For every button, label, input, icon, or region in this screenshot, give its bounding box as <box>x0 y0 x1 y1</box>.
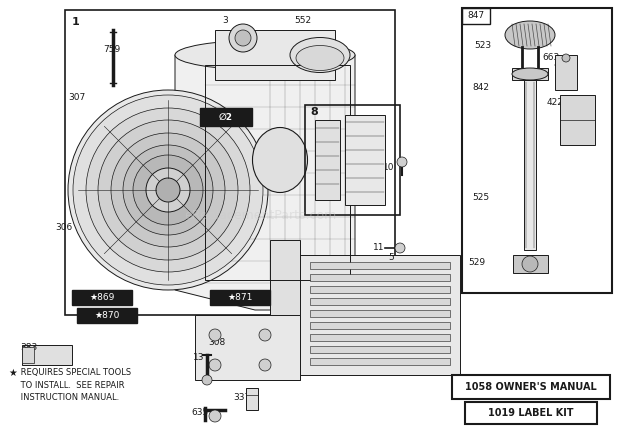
Ellipse shape <box>512 68 548 80</box>
Bar <box>22 347 34 363</box>
Text: 635: 635 <box>191 408 208 417</box>
Circle shape <box>68 90 268 290</box>
Text: 1019 LABEL KIT: 1019 LABEL KIT <box>489 408 574 418</box>
Text: 11: 11 <box>373 243 384 252</box>
Bar <box>295 255 460 375</box>
Bar <box>310 286 450 293</box>
Circle shape <box>156 178 180 202</box>
Bar <box>462 8 490 24</box>
Bar <box>462 8 612 293</box>
Bar <box>465 402 597 424</box>
Circle shape <box>209 329 221 341</box>
Text: REQUIRES SPECIAL TOOLS
 TO INSTALL.  SEE REPAIR
 INSTRUCTION MANUAL.: REQUIRES SPECIAL TOOLS TO INSTALL. SEE R… <box>18 368 131 402</box>
Text: ★869: ★869 <box>89 293 115 302</box>
Text: 308: 308 <box>208 338 225 347</box>
Text: eReplacementParts.com: eReplacementParts.com <box>184 208 336 221</box>
Circle shape <box>73 95 263 285</box>
Text: ★: ★ <box>8 368 17 378</box>
Text: 9: 9 <box>317 153 323 162</box>
Bar <box>512 68 548 80</box>
Circle shape <box>259 329 271 341</box>
Circle shape <box>98 120 238 260</box>
Text: 1058 OWNER'S MANUAL: 1058 OWNER'S MANUAL <box>465 382 597 392</box>
Bar <box>72 290 132 305</box>
Text: 306: 306 <box>55 223 73 232</box>
Text: 1: 1 <box>72 17 80 27</box>
Bar <box>345 115 385 205</box>
Text: 523: 523 <box>474 41 491 50</box>
Text: 13: 13 <box>193 353 205 362</box>
Bar <box>270 240 300 380</box>
Text: 337: 337 <box>233 393 250 402</box>
Text: 383: 383 <box>20 343 37 352</box>
Bar <box>560 95 595 145</box>
Circle shape <box>86 108 250 272</box>
Bar <box>310 358 450 365</box>
Bar <box>524 80 536 250</box>
Text: 759: 759 <box>103 45 120 54</box>
Bar <box>65 10 395 315</box>
Bar <box>310 322 450 329</box>
Circle shape <box>235 30 251 46</box>
Ellipse shape <box>252 127 308 193</box>
Ellipse shape <box>296 45 344 70</box>
Circle shape <box>229 24 257 52</box>
Text: 8: 8 <box>310 107 317 117</box>
Bar <box>77 308 137 323</box>
Bar <box>310 310 450 317</box>
Bar <box>200 108 252 126</box>
Text: 3: 3 <box>222 16 228 25</box>
Text: 842: 842 <box>472 83 489 92</box>
Circle shape <box>522 256 538 272</box>
Bar <box>195 315 300 380</box>
Text: ★871: ★871 <box>228 293 253 302</box>
Circle shape <box>395 243 405 253</box>
Bar <box>555 55 577 90</box>
Bar <box>310 262 450 269</box>
Bar <box>452 375 610 399</box>
Bar <box>205 65 350 280</box>
Ellipse shape <box>505 21 555 49</box>
Bar <box>215 30 335 80</box>
Text: 529: 529 <box>468 258 485 267</box>
Bar <box>310 334 450 341</box>
Polygon shape <box>175 55 355 310</box>
Circle shape <box>202 375 212 385</box>
Ellipse shape <box>290 37 350 73</box>
Text: 422: 422 <box>547 98 564 107</box>
Bar <box>310 298 450 305</box>
Text: ★870: ★870 <box>94 311 120 320</box>
Circle shape <box>209 410 221 422</box>
Text: 5: 5 <box>388 253 394 262</box>
Circle shape <box>562 54 570 62</box>
Circle shape <box>209 359 221 371</box>
Circle shape <box>146 168 190 212</box>
Text: 552: 552 <box>294 16 311 25</box>
Bar <box>513 255 548 273</box>
Text: ∅2: ∅2 <box>219 112 233 121</box>
Bar <box>22 345 72 365</box>
Text: 525: 525 <box>472 193 489 202</box>
Text: 663: 663 <box>542 53 559 62</box>
Text: 10: 10 <box>383 163 394 172</box>
Bar <box>305 105 400 215</box>
Bar <box>310 346 450 353</box>
Ellipse shape <box>175 40 355 70</box>
Bar <box>310 274 450 281</box>
Text: 307: 307 <box>68 93 86 102</box>
Circle shape <box>111 133 225 247</box>
Bar <box>246 388 258 410</box>
Bar <box>315 120 340 200</box>
Circle shape <box>133 155 203 225</box>
Circle shape <box>123 145 213 235</box>
Text: 847: 847 <box>467 12 485 21</box>
Circle shape <box>397 157 407 167</box>
Bar <box>210 290 270 305</box>
Circle shape <box>259 359 271 371</box>
